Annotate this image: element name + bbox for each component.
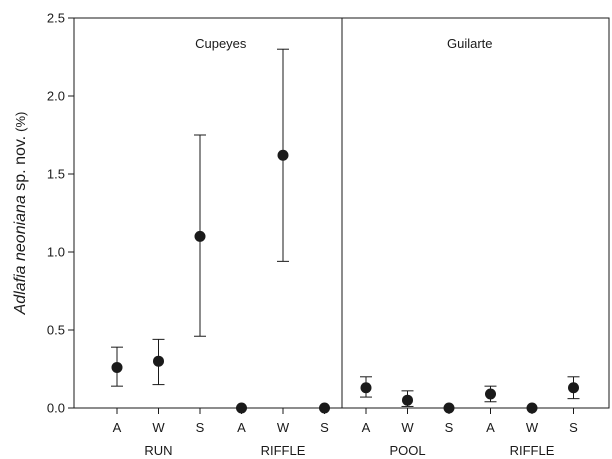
data-point — [568, 382, 579, 394]
data-point — [194, 230, 206, 242]
x-category-label: S — [320, 420, 329, 435]
data-point — [111, 361, 123, 373]
data-point — [360, 382, 372, 394]
y-tick-label: 2.5 — [47, 11, 65, 26]
y-tick-label: 2.0 — [47, 89, 65, 104]
x-category-label: W — [277, 420, 290, 435]
y-axis-title-rest: sp. nov. — [12, 136, 29, 195]
data-point — [153, 355, 164, 367]
x-group-label: RIFFLE — [261, 443, 306, 458]
y-axis-title-species: Adlafia neoniana — [12, 195, 29, 315]
data-point — [319, 402, 330, 414]
data-point — [526, 402, 538, 414]
panel-labels: Cupeyes Guilarte — [195, 36, 492, 51]
x-category-label: S — [445, 420, 454, 435]
x-group-label: RUN — [144, 443, 172, 458]
x-category-label: A — [237, 420, 246, 435]
x-category-label: W — [526, 420, 539, 435]
x-group-label: POOL — [389, 443, 425, 458]
data-marks — [111, 48, 580, 414]
data-point — [277, 149, 289, 161]
x-category-label: A — [362, 420, 371, 435]
x-category-label: A — [113, 420, 122, 435]
x-axis: A W S RUN A W S RIFFLE A W S POOL A W S RIFFLE — [113, 408, 578, 458]
data-point — [443, 402, 455, 414]
x-category-label: A — [486, 420, 495, 435]
data-point — [402, 394, 413, 406]
y-tick-label: 0.5 — [47, 323, 65, 338]
panel-title: Cupeyes — [195, 36, 247, 51]
x-category-label: S — [569, 420, 578, 435]
x-category-label: W — [152, 420, 165, 435]
data-point — [485, 388, 496, 400]
panel-title: Guilarte — [447, 36, 493, 51]
y-axis-title-unit: (%) — [13, 112, 28, 132]
x-group-label: RIFFLE — [510, 443, 555, 458]
y-axis: 0.0 0.5 1.0 1.5 2.0 2.5 — [47, 11, 74, 416]
data-point — [236, 402, 247, 414]
y-axis-title: Adlafia neoniana sp. nov. (%) — [12, 112, 29, 316]
y-tick-label: 1.5 — [47, 167, 65, 182]
y-tick-label: 1.0 — [47, 245, 65, 260]
x-category-label: S — [196, 420, 205, 435]
x-category-label: W — [401, 420, 414, 435]
y-tick-label: 0.0 — [47, 401, 65, 416]
